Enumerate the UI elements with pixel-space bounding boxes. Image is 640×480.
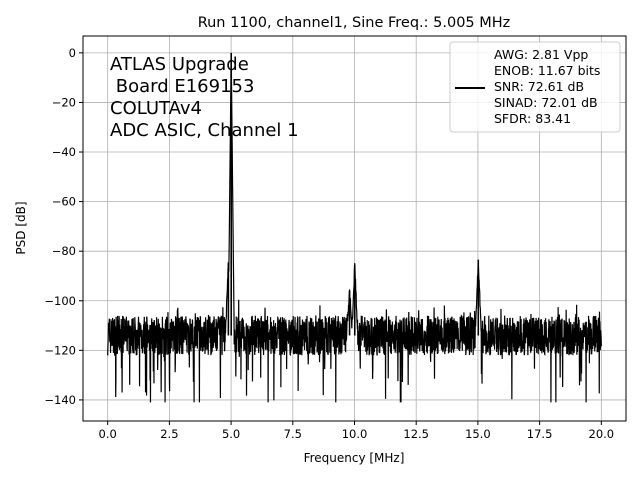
- legend-entry: SNR: 72.61 dB: [494, 79, 584, 94]
- x-tick-label: 0.0: [99, 427, 117, 441]
- x-tick-label: 15.0: [465, 427, 491, 441]
- y-axis-ticks: 0 −20 −40 −60 −80 −100 −120 −140: [44, 46, 83, 407]
- legend-box: [449, 41, 621, 133]
- y-tick-label: −80: [52, 244, 76, 258]
- x-tick-label: 10.0: [342, 427, 368, 441]
- y-tick-label: −20: [52, 95, 76, 109]
- chart-title: Run 1100, channel1, Sine Freq.: 5.005 MH…: [198, 15, 511, 31]
- psd-series-line: [107, 57, 602, 403]
- x-tick-label: 12.5: [403, 427, 429, 441]
- annotation-line: ATLAS Upgrade: [110, 54, 249, 75]
- legend: AWG: 2.81 Vpp ENOB: 11.67 bits SNR: 72.6…: [449, 41, 621, 133]
- x-tick-label: 17.5: [527, 427, 553, 441]
- x-tick-label: 7.5: [284, 427, 302, 441]
- legend-entry: ENOB: 11.67 bits: [494, 63, 600, 78]
- legend-entry: SFDR: 83.41: [494, 111, 571, 126]
- legend-entry: AWG: 2.81 Vpp: [494, 47, 588, 62]
- y-axis-label: PSD [dB]: [14, 201, 28, 254]
- psd-series-group: [107, 52, 602, 403]
- y-tick-label: −140: [44, 393, 76, 407]
- y-tick-label: −120: [44, 343, 76, 357]
- y-tick-label: −40: [52, 145, 76, 159]
- legend-entry: SINAD: 72.01 dB: [494, 95, 598, 110]
- x-tick-label: 2.5: [160, 427, 178, 441]
- x-axis-label: Frequency [MHz]: [304, 451, 405, 465]
- annotation-line: Board E169153: [110, 76, 254, 97]
- annotation-line: ADC ASIC, Channel 1: [110, 120, 299, 141]
- y-tick-label: 0: [69, 46, 76, 60]
- y-tick-label: −60: [52, 195, 76, 209]
- x-tick-label: 5.0: [222, 427, 240, 441]
- x-axis-ticks: 0.0 2.5 5.0 7.5 10.0 12.5 15.0 17.5 20.0: [99, 421, 615, 441]
- x-tick-label: 20.0: [589, 427, 615, 441]
- annotation-line: COLUTAv4: [110, 98, 202, 119]
- y-tick-label: −100: [44, 294, 76, 308]
- board-annotation: ATLAS Upgrade Board E169153 COLUTAv4 ADC…: [110, 54, 299, 141]
